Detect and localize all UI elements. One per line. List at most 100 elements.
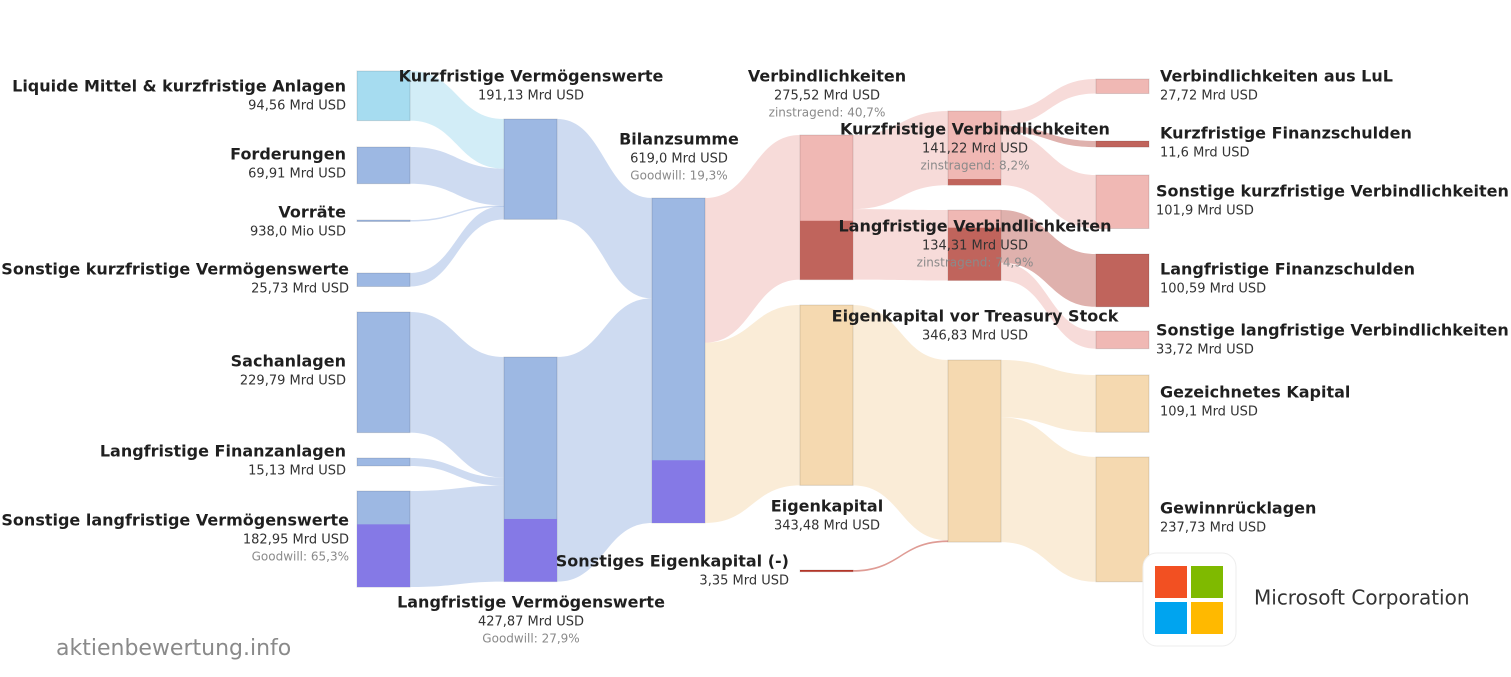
node [356, 70, 411, 122]
node-name: Langfristige Finanzschulden [1160, 260, 1415, 279]
node [947, 359, 1002, 543]
node-amount: 346,83 Mrd USD [922, 329, 1028, 344]
node-name: Eigenkapital vor Treasury Stock [832, 307, 1119, 326]
link [410, 205, 504, 287]
link [410, 71, 504, 169]
node [1095, 174, 1150, 229]
node-amount: 141,22 Mrd USD [922, 142, 1028, 157]
node-name: Bilanzsumme [619, 130, 739, 149]
link [410, 147, 504, 206]
link [1001, 417, 1096, 582]
link [557, 119, 652, 299]
logo-square [1191, 566, 1223, 598]
labels: Liquide Mittel & kurzfristige Anlagen 94,… [1, 67, 1509, 646]
node-amount: 11,6 Mrd USD [1160, 146, 1250, 161]
watermark: aktienbewertung.info [56, 636, 291, 661]
node-note: zinstragend: 74,9% [917, 256, 1034, 270]
link [853, 305, 948, 541]
node-name: Kurzfristige Vermögenswerte [399, 67, 664, 86]
node-note: Goodwill: 65,3% [252, 550, 349, 564]
node-name: Vorräte [278, 203, 346, 222]
node-name: Langfristige Finanzanlagen [100, 442, 346, 461]
logo-square [1155, 602, 1187, 634]
node [1095, 374, 1150, 433]
link [410, 485, 504, 588]
node [1095, 140, 1150, 148]
node-amount: 134,31 Mrd USD [922, 239, 1028, 254]
node-amount: 938,0 Mio USD [250, 225, 346, 240]
node [947, 110, 1002, 186]
node-share [652, 460, 705, 523]
link [853, 111, 948, 210]
node [356, 146, 411, 185]
node-amount: 427,87 Mrd USD [478, 615, 584, 630]
node-name: Gewinnrücklagen [1160, 499, 1316, 518]
node-amount: 237,73 Mrd USD [1160, 521, 1266, 536]
logo-square [1155, 566, 1187, 598]
node-amount: 33,72 Mrd USD [1156, 343, 1254, 358]
node-name: Eigenkapital [771, 497, 883, 516]
node-amount: 619,0 Mrd USD [630, 152, 728, 167]
node-name: Kurzfristige Verbindlichkeiten [840, 120, 1110, 139]
node [356, 272, 411, 288]
node-name: Liquide Mittel & kurzfristige Anlagen [12, 77, 346, 96]
node-amount: 101,9 Mrd USD [1156, 204, 1254, 219]
node-share [357, 524, 410, 588]
node-name: Langfristige Vermögenswerte [397, 593, 665, 612]
node-amount: 343,48 Mrd USD [774, 519, 880, 534]
node-amount: 182,95 Mrd USD [243, 533, 349, 548]
link [1001, 79, 1096, 126]
node-name: Sonstige langfristige Vermögenswerte [1, 511, 349, 530]
node [799, 569, 854, 573]
company-logo [1142, 552, 1237, 647]
node-amount: 94,56 Mrd USD [248, 99, 346, 114]
node-amount: 109,1 Mrd USD [1160, 405, 1258, 420]
node-name: Gezeichnetes Kapital [1160, 383, 1350, 402]
node [1095, 330, 1150, 350]
node [1095, 78, 1150, 95]
node-name: Kurzfristige Finanzschulden [1160, 124, 1412, 143]
node-note: Goodwill: 27,9% [482, 632, 579, 646]
link [1001, 131, 1096, 229]
node-amount: 15,13 Mrd USD [248, 464, 346, 479]
link [410, 458, 504, 486]
node-amount: 69,91 Mrd USD [248, 167, 346, 182]
link [1001, 210, 1096, 307]
node-amount: 27,72 Mrd USD [1160, 89, 1258, 104]
company-name: Microsoft Corporation [1254, 586, 1470, 610]
node-amount: 100,59 Mrd USD [1160, 282, 1266, 297]
node-name: Sonstiges Eigenkapital (-) [556, 552, 789, 571]
node [503, 118, 558, 220]
node [356, 311, 411, 434]
node-name: Sonstige langfristige Verbindlichkeiten [1156, 321, 1509, 340]
link [705, 135, 800, 343]
node-name: Langfristige Verbindlichkeiten [838, 217, 1111, 236]
link [705, 305, 800, 523]
node-name: Verbindlichkeiten aus LuL [1160, 67, 1393, 86]
links [410, 71, 1096, 588]
node-amount: 3,35 Mrd USD [699, 574, 789, 589]
node-name: Sonstige kurzfristige Verbindlichkeiten [1156, 182, 1509, 201]
link [557, 298, 652, 582]
node-note: Goodwill: 19,3% [630, 169, 727, 183]
node [799, 304, 854, 486]
node-share [504, 518, 557, 582]
node [356, 219, 411, 222]
node-amount: 229,79 Mrd USD [240, 374, 346, 389]
node [1095, 253, 1150, 308]
node-share [948, 227, 1001, 281]
link [1001, 125, 1096, 148]
node [1095, 456, 1150, 583]
nodes [356, 70, 1150, 588]
node-amount: 275,52 Mrd USD [774, 89, 880, 104]
node-name: Sachanlagen [231, 352, 346, 371]
logo-square [1191, 602, 1223, 634]
link [1001, 360, 1096, 433]
link [410, 205, 504, 222]
link [853, 209, 948, 281]
node-share [800, 220, 853, 280]
node-name: Sonstige kurzfristige Vermögenswerte [1, 260, 349, 279]
link [1001, 262, 1096, 349]
node-amount: 191,13 Mrd USD [478, 89, 584, 104]
